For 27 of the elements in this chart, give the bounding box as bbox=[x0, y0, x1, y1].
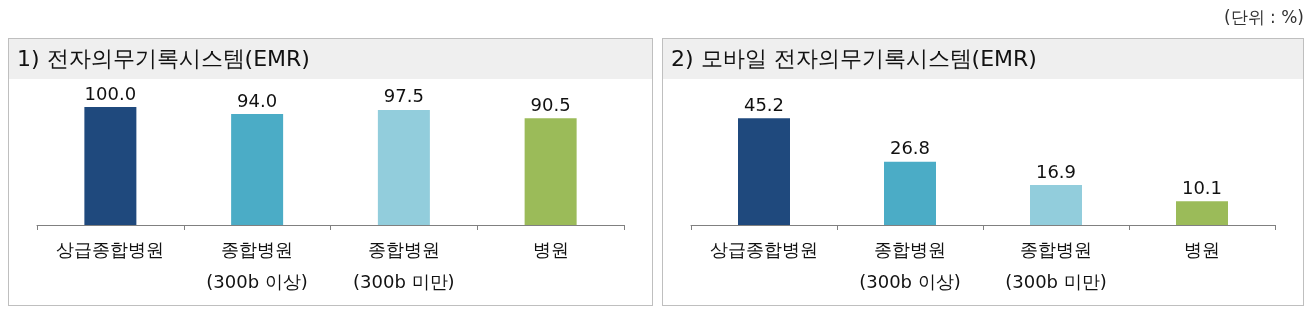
bar bbox=[84, 107, 137, 225]
x-tick-label: 상급종합병원 bbox=[56, 238, 165, 260]
bar bbox=[1030, 185, 1082, 225]
x-tick-label: 상급종합병원 bbox=[710, 238, 818, 260]
data-label: 94.0 bbox=[237, 89, 278, 111]
bar bbox=[377, 109, 430, 225]
data-label: 26.8 bbox=[889, 137, 931, 159]
x-tick-label: 종합병원 (300b 미만) bbox=[1005, 238, 1107, 292]
x-tick-label: 병원 bbox=[1184, 238, 1220, 260]
data-label: 45.2 bbox=[743, 93, 785, 115]
data-label: 90.5 bbox=[530, 93, 571, 115]
bar bbox=[884, 161, 936, 225]
bar bbox=[231, 114, 284, 225]
x-tick-label: 종합병원 (300b 미만) bbox=[353, 238, 455, 292]
x-tick-label: 종합병원 (300b 이상) bbox=[859, 238, 961, 292]
chart-title: 1) 전자의무기록시스템(EMR) bbox=[9, 39, 652, 79]
bar bbox=[738, 118, 790, 225]
data-label: 100.0 bbox=[84, 82, 137, 104]
x-tick-label: 병원 bbox=[532, 238, 569, 260]
data-label: 10.1 bbox=[1181, 176, 1223, 198]
text: (단위 : %) bbox=[1224, 6, 1304, 29]
x-tick-label: 종합병원 (300b 이상) bbox=[206, 238, 308, 292]
bar bbox=[524, 118, 577, 225]
data-label: 16.9 bbox=[1035, 160, 1077, 182]
chart-title: 2) 모바일 전자의무기록시스템(EMR) bbox=[663, 39, 1303, 79]
bar bbox=[1176, 201, 1228, 225]
data-label: 97.5 bbox=[383, 85, 424, 107]
